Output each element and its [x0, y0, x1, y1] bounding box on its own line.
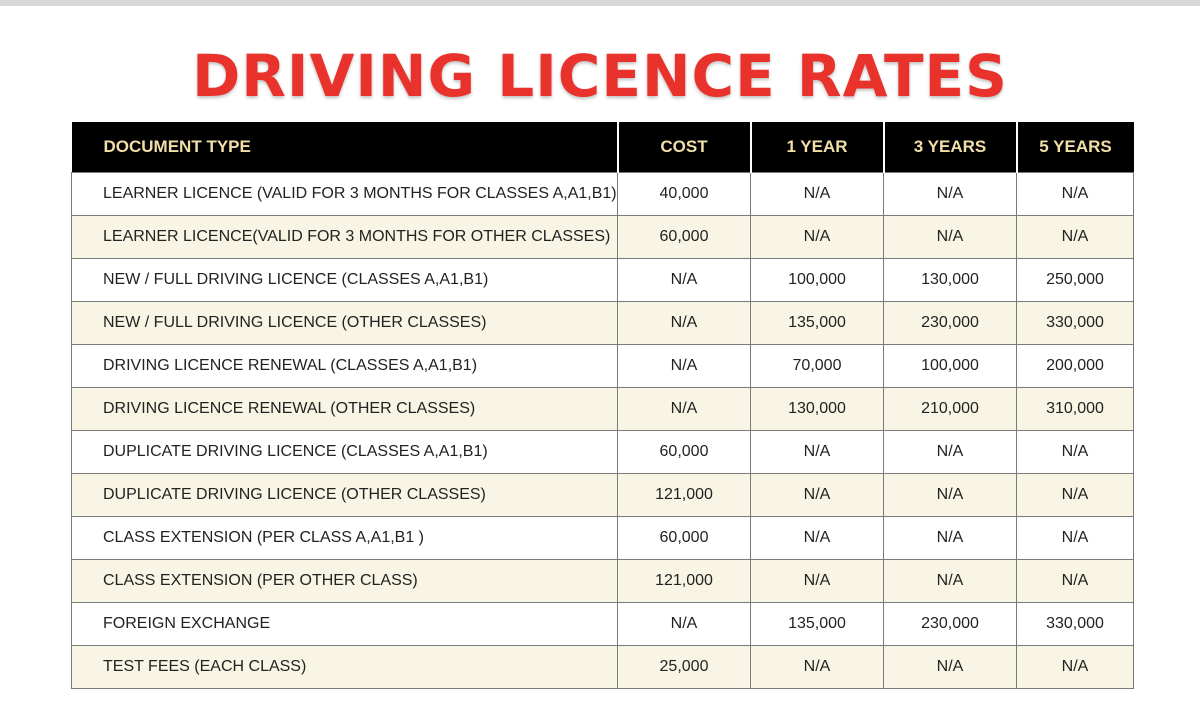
header-1-year: 1 YEAR — [749, 122, 884, 173]
five-years-cell: 310,000 — [1016, 387, 1134, 431]
one-year-cell: 100,000 — [750, 258, 884, 302]
document-type-cell: CLASS EXTENSION (PER CLASS A,A1,B1 ) — [71, 516, 618, 560]
table-row: DUPLICATE DRIVING LICENCE (OTHER CLASSES… — [71, 473, 1134, 517]
one-year-cell: 135,000 — [750, 301, 884, 345]
table-row: DRIVING LICENCE RENEWAL (CLASSES A,A1,B1… — [71, 344, 1134, 388]
table-row: CLASS EXTENSION (PER OTHER CLASS) 121,000… — [71, 559, 1134, 603]
five-years-cell: N/A — [1016, 172, 1134, 216]
document-type-cell: TEST FEES (EACH CLASS) — [71, 645, 618, 689]
header-document-type: DOCUMENT TYPE — [71, 122, 618, 173]
header-3-years: 3 YEARS — [882, 122, 1017, 173]
document-type-cell: DUPLICATE DRIVING LICENCE (CLASSES A,A1,… — [71, 430, 618, 474]
five-years-cell: N/A — [1016, 430, 1134, 474]
one-year-cell: N/A — [750, 430, 884, 474]
five-years-cell: N/A — [1016, 516, 1134, 560]
cost-cell: 40,000 — [617, 172, 751, 216]
five-years-cell: 250,000 — [1016, 258, 1134, 302]
three-years-cell: N/A — [883, 645, 1017, 689]
document-type-cell: FOREIGN EXCHANGE — [71, 602, 618, 646]
table-row: TEST FEES (EACH CLASS) 25,000 N/A N/A N/A — [71, 645, 1134, 689]
one-year-cell: N/A — [750, 559, 884, 603]
header-cost: COST — [616, 122, 751, 173]
five-years-cell: N/A — [1016, 473, 1134, 517]
top-decorative-strip — [0, 0, 1200, 6]
three-years-cell: 100,000 — [883, 344, 1017, 388]
page-title: DRIVING LICENCE RATES — [192, 42, 1008, 110]
three-years-cell: N/A — [883, 430, 1017, 474]
three-years-cell: N/A — [883, 172, 1017, 216]
three-years-cell: 130,000 — [883, 258, 1017, 302]
header-5-years: 5 YEARS — [1015, 122, 1134, 173]
three-years-cell: 230,000 — [883, 602, 1017, 646]
cost-cell: N/A — [617, 602, 751, 646]
five-years-cell: N/A — [1016, 559, 1134, 603]
five-years-cell: 330,000 — [1016, 301, 1134, 345]
table-row: NEW / FULL DRIVING LICENCE (CLASSES A,A1… — [71, 258, 1134, 302]
table-header-row: DOCUMENT TYPE COST 1 YEAR 3 YEARS 5 YEAR… — [71, 122, 1134, 173]
document-type-cell: NEW / FULL DRIVING LICENCE (OTHER CLASSE… — [71, 301, 618, 345]
three-years-cell: 210,000 — [883, 387, 1017, 431]
three-years-cell: N/A — [883, 473, 1017, 517]
document-type-cell: LEARNER LICENCE(VALID FOR 3 MONTHS FOR O… — [71, 215, 618, 259]
table-row: FOREIGN EXCHANGE N/A 135,000 230,000 330,000 — [71, 602, 1134, 646]
five-years-cell: 330,000 — [1016, 602, 1134, 646]
one-year-cell: N/A — [750, 215, 884, 259]
one-year-cell: N/A — [750, 172, 884, 216]
cost-cell: 60,000 — [617, 215, 751, 259]
cost-cell: N/A — [617, 344, 751, 388]
cost-cell: 121,000 — [617, 473, 751, 517]
document-type-cell: DRIVING LICENCE RENEWAL (CLASSES A,A1,B1… — [71, 344, 618, 388]
table-row: NEW / FULL DRIVING LICENCE (OTHER CLASSE… — [71, 301, 1134, 345]
one-year-cell: 70,000 — [750, 344, 884, 388]
one-year-cell: 135,000 — [750, 602, 884, 646]
document-type-cell: DRIVING LICENCE RENEWAL (OTHER CLASSES) — [71, 387, 618, 431]
five-years-cell: N/A — [1016, 645, 1134, 689]
one-year-cell: 130,000 — [750, 387, 884, 431]
cost-cell: N/A — [617, 301, 751, 345]
document-type-cell: CLASS EXTENSION (PER OTHER CLASS) — [71, 559, 618, 603]
one-year-cell: N/A — [750, 645, 884, 689]
rates-table: DOCUMENT TYPE COST 1 YEAR 3 YEARS 5 YEAR… — [71, 122, 1134, 689]
table-row: DRIVING LICENCE RENEWAL (OTHER CLASSES) N… — [71, 387, 1134, 431]
cost-cell: 121,000 — [617, 559, 751, 603]
table-row: CLASS EXTENSION (PER CLASS A,A1,B1 ) 60,0… — [71, 516, 1134, 560]
five-years-cell: 200,000 — [1016, 344, 1134, 388]
cost-cell: 60,000 — [617, 516, 751, 560]
three-years-cell: N/A — [883, 516, 1017, 560]
table-row: LEARNER LICENCE(VALID FOR 3 MONTHS FOR O… — [71, 215, 1134, 259]
table-row: DUPLICATE DRIVING LICENCE (CLASSES A,A1,… — [71, 430, 1134, 474]
table-row: LEARNER LICENCE (VALID FOR 3 MONTHS FOR … — [71, 172, 1134, 216]
three-years-cell: 230,000 — [883, 301, 1017, 345]
document-type-cell: LEARNER LICENCE (VALID FOR 3 MONTHS FOR … — [71, 172, 618, 216]
three-years-cell: N/A — [883, 559, 1017, 603]
cost-cell: N/A — [617, 258, 751, 302]
one-year-cell: N/A — [750, 473, 884, 517]
cost-cell: 60,000 — [617, 430, 751, 474]
five-years-cell: N/A — [1016, 215, 1134, 259]
document-type-cell: NEW / FULL DRIVING LICENCE (CLASSES A,A1… — [71, 258, 618, 302]
cost-cell: N/A — [617, 387, 751, 431]
cost-cell: 25,000 — [617, 645, 751, 689]
three-years-cell: N/A — [883, 215, 1017, 259]
one-year-cell: N/A — [750, 516, 884, 560]
document-type-cell: DUPLICATE DRIVING LICENCE (OTHER CLASSES… — [71, 473, 618, 517]
